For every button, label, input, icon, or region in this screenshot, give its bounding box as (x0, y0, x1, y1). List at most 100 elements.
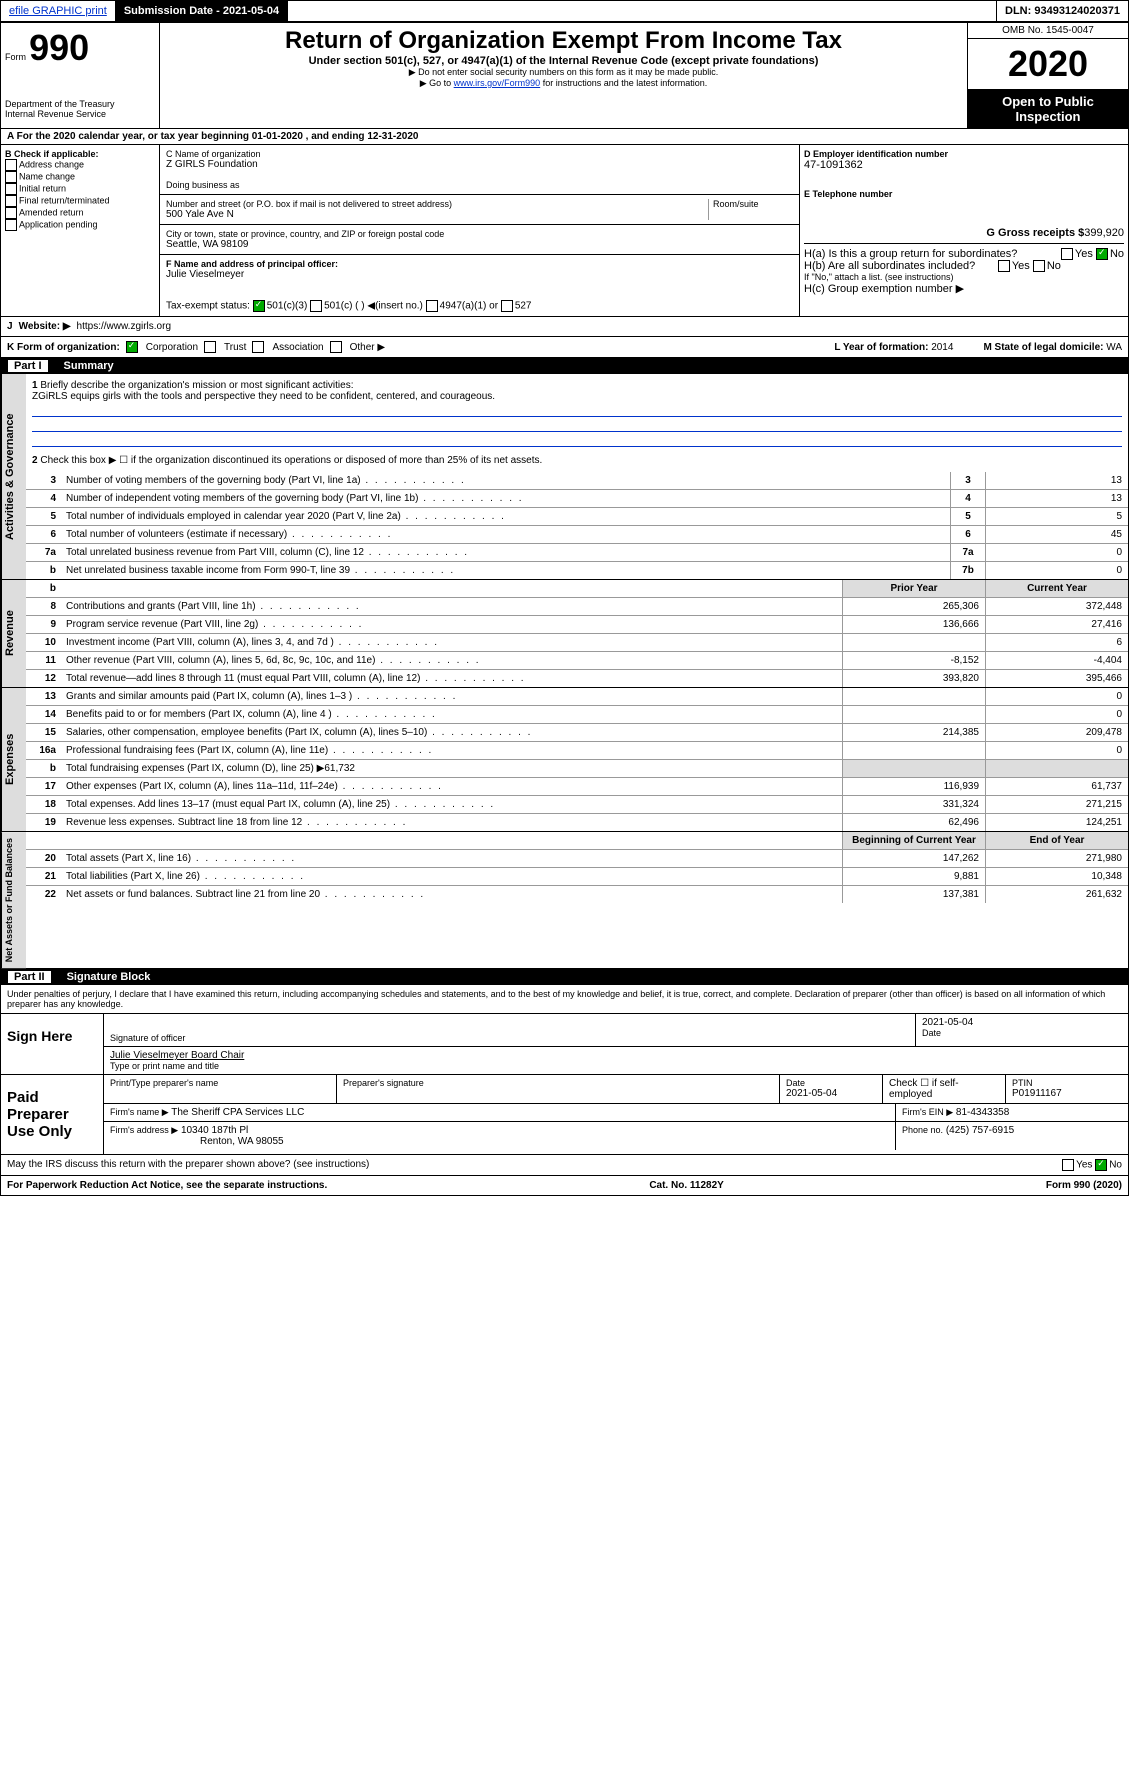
section-bcd: B Check if applicable: Address change Na… (0, 145, 1129, 317)
table-row: 15Salaries, other compensation, employee… (26, 724, 1128, 742)
officer-printed: Julie Vieselmeyer Board Chair (110, 1050, 1122, 1061)
table-row: 8Contributions and grants (Part VIII, li… (26, 598, 1128, 616)
vert-expenses: Expenses (1, 688, 26, 831)
form-title: Return of Organization Exempt From Incom… (164, 27, 963, 55)
topbar-spacer (288, 1, 997, 21)
table-row: 20Total assets (Part X, line 16)147,2622… (26, 850, 1128, 868)
table-row: 22Net assets or fund balances. Subtract … (26, 886, 1128, 903)
open-inspection: Open to Public Inspection (968, 90, 1128, 128)
discuss-yes[interactable] (1062, 1159, 1074, 1171)
omb-number: OMB No. 1545-0047 (968, 23, 1128, 39)
year-formation: 2014 (931, 342, 953, 353)
col-c-org: C Name of organization Z GIRLS Foundatio… (160, 145, 800, 316)
vert-revenue: Revenue (1, 580, 26, 687)
sign-here-section: Sign Here Signature of officer 2021-05-0… (0, 1014, 1129, 1075)
table-row: bNet unrelated business taxable income f… (26, 562, 1128, 579)
prep-date: 2021-05-04 (786, 1088, 876, 1099)
col-end: End of Year (985, 832, 1128, 849)
gross-receipts: 399,920 (1084, 227, 1124, 239)
ha-no[interactable] (1096, 248, 1108, 260)
form-subtitle: Under section 501(c), 527, or 4947(a)(1)… (164, 55, 963, 67)
dln: DLN: 93493124020371 (997, 1, 1128, 21)
table-row: 18Total expenses. Add lines 13–17 (must … (26, 796, 1128, 814)
row-num-b: b (26, 580, 62, 597)
org-address: 500 Yale Ave N (166, 209, 708, 220)
col-begin: Beginning of Current Year (842, 832, 985, 849)
table-row: 21Total liabilities (Part X, line 26)9,8… (26, 868, 1128, 886)
submission-date: Submission Date - 2021-05-04 (116, 1, 288, 21)
ha-yes[interactable] (1061, 248, 1073, 260)
vert-netassets: Net Assets or Fund Balances (1, 832, 26, 968)
irs-link[interactable]: www.irs.gov/Form990 (454, 78, 541, 88)
hb-yes[interactable] (998, 260, 1010, 272)
topbar: efile GRAPHIC print Submission Date - 20… (0, 0, 1129, 23)
check-address[interactable] (5, 159, 17, 171)
table-row: 14Benefits paid to or for members (Part … (26, 706, 1128, 724)
table-row: 16aProfessional fundraising fees (Part I… (26, 742, 1128, 760)
vert-governance: Activities & Governance (1, 374, 26, 579)
part2-header: Part II Signature Block (0, 969, 1129, 985)
table-row: 5Total number of individuals employed in… (26, 508, 1128, 526)
state-domicile: WA (1106, 342, 1122, 353)
preparer-label: Paid Preparer Use Only (1, 1075, 104, 1154)
part1-header: Part I Summary (0, 358, 1129, 374)
expenses-block: Expenses 13Grants and similar amounts pa… (0, 688, 1129, 832)
check-final[interactable] (5, 195, 17, 207)
note-ssn: ▶ Do not enter social security numbers o… (164, 67, 963, 78)
revenue-block: Revenue b Prior Year Current Year 8Contr… (0, 580, 1129, 688)
check-initial[interactable] (5, 183, 17, 195)
firm-city: Renton, WA 98055 (200, 1136, 889, 1147)
ptin: P01911167 (1012, 1088, 1122, 1099)
table-row: 13Grants and similar amounts paid (Part … (26, 688, 1128, 706)
table-row: 3Number of voting members of the governi… (26, 472, 1128, 490)
form-number: 990 (29, 27, 89, 68)
table-row: 11Other revenue (Part VIII, column (A), … (26, 652, 1128, 670)
table-row: 4Number of independent voting members of… (26, 490, 1128, 508)
form-header: Form 990 Department of the Treasury Inte… (0, 23, 1129, 129)
col-d-ein: D Employer identification number 47-1091… (800, 145, 1128, 316)
sign-here-label: Sign Here (1, 1014, 104, 1074)
check-name[interactable] (5, 171, 17, 183)
dept-treasury: Department of the Treasury (5, 99, 155, 109)
netassets-block: Net Assets or Fund Balances Beginning of… (0, 832, 1129, 969)
row-k-form-org: K Form of organization: Corporation Trus… (0, 337, 1129, 358)
firm-name: The Sheriff CPA Services LLC (171, 1107, 304, 1118)
org-city: Seattle, WA 98109 (166, 239, 793, 250)
table-row: 12Total revenue—add lines 8 through 11 (… (26, 670, 1128, 687)
officer-name: Julie Vieselmeyer (166, 269, 793, 280)
mission-text: ZGiRLS equips girls with the tools and p… (32, 391, 495, 402)
tax-year: 2020 (968, 39, 1128, 90)
hb-no[interactable] (1033, 260, 1045, 272)
check-4947[interactable] (426, 300, 438, 312)
check-corp[interactable] (126, 341, 138, 353)
governance-block: Activities & Governance 1 Briefly descri… (0, 374, 1129, 580)
website-value: https://www.zgirls.org (77, 321, 171, 332)
form-footer: Form 990 (2020) (1046, 1180, 1122, 1191)
check-501c3[interactable] (253, 300, 265, 312)
table-row: 6Total number of volunteers (estimate if… (26, 526, 1128, 544)
table-row: 7aTotal unrelated business revenue from … (26, 544, 1128, 562)
check-trust[interactable] (204, 341, 216, 353)
discuss-no[interactable] (1095, 1159, 1107, 1171)
cat-no: Cat. No. 11282Y (649, 1180, 723, 1191)
col-b-checkboxes: B Check if applicable: Address change Na… (1, 145, 160, 316)
footer: For Paperwork Reduction Act Notice, see … (0, 1176, 1129, 1196)
efile-link[interactable]: efile GRAPHIC print (1, 1, 116, 21)
ein-value: 47-1091362 (804, 159, 1124, 171)
check-527[interactable] (501, 300, 513, 312)
table-row: 19Revenue less expenses. Subtract line 1… (26, 814, 1128, 831)
check-pending[interactable] (5, 219, 17, 231)
check-501c[interactable] (310, 300, 322, 312)
col-prior: Prior Year (842, 580, 985, 597)
firm-addr: 10340 187th Pl (181, 1125, 248, 1136)
table-row: bTotal fundraising expenses (Part IX, co… (26, 760, 1128, 778)
check-amended[interactable] (5, 207, 17, 219)
table-row: 10Investment income (Part VIII, column (… (26, 634, 1128, 652)
check-other[interactable] (330, 341, 342, 353)
table-row: 9Program service revenue (Part VIII, lin… (26, 616, 1128, 634)
check-assoc[interactable] (252, 341, 264, 353)
row-j-website: J Website: ▶ https://www.zgirls.org (0, 317, 1129, 337)
firm-phone: (425) 757-6915 (946, 1125, 1014, 1136)
note-goto: ▶ Go to www.irs.gov/Form990 for instruct… (164, 78, 963, 89)
perjury-statement: Under penalties of perjury, I declare th… (0, 985, 1129, 1014)
